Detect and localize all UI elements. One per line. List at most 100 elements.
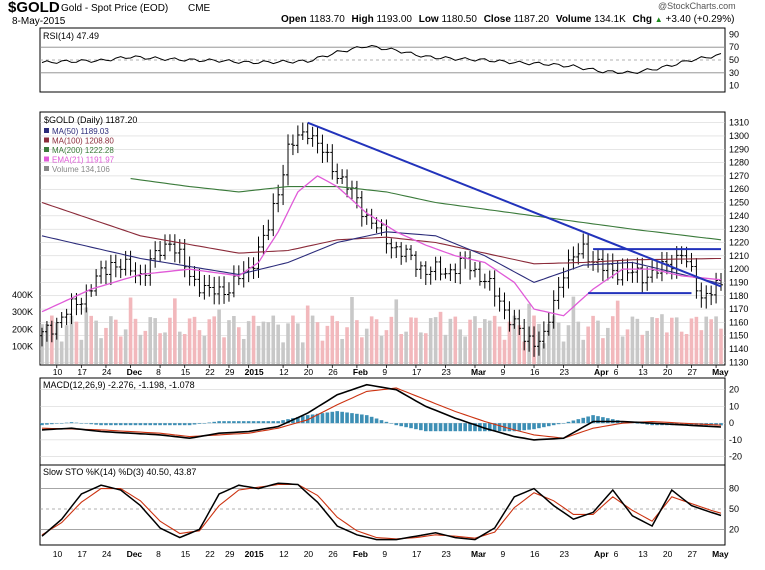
volume-bar xyxy=(261,321,266,364)
ma200-line xyxy=(130,178,722,241)
macd-histogram-bar xyxy=(246,421,251,424)
volume-bar xyxy=(507,321,512,364)
date-axis-label-top: Mar xyxy=(471,367,487,377)
volume-bar xyxy=(458,329,463,364)
watermark: @StockCharts.com xyxy=(658,1,736,11)
volume-bar xyxy=(256,325,261,364)
macd-histogram-bar xyxy=(296,417,300,424)
volume-bar xyxy=(138,334,143,364)
macd-histogram-bar xyxy=(173,423,177,426)
date-axis-label-top: 9 xyxy=(501,367,506,377)
macd-histogram-bar xyxy=(237,421,241,424)
legend-swatch xyxy=(44,166,49,171)
macd-histogram-bar xyxy=(650,423,654,426)
volume-bar xyxy=(709,319,713,364)
rsi-tick-label: 50 xyxy=(729,55,739,65)
volume-bar xyxy=(350,296,354,364)
macd-histogram-bar xyxy=(369,416,374,424)
volume-bar xyxy=(404,331,408,364)
close-value: 1187.20 xyxy=(513,14,550,25)
macd-histogram-bar xyxy=(517,423,522,431)
date-axis-label-bottom: 13 xyxy=(638,549,648,559)
price-tick-label: 1240 xyxy=(729,211,749,221)
ma50-line xyxy=(41,231,722,285)
macd-histogram-bar xyxy=(355,413,359,424)
volume-bar xyxy=(192,316,197,364)
date-axis-label-top: 26 xyxy=(328,367,338,377)
price-tick-label: 1250 xyxy=(729,198,749,208)
volume-bar xyxy=(355,320,359,364)
legend-swatch xyxy=(44,156,49,162)
legend-label: MA(50) 1189.03 xyxy=(52,127,109,136)
macd-histogram-bar xyxy=(684,423,689,426)
price-tick-label: 1230 xyxy=(729,224,749,234)
legend-swatch xyxy=(44,137,49,143)
date-axis-label-bottom: 17 xyxy=(412,549,422,559)
volume-bar xyxy=(660,314,664,364)
chart-exchange: CME xyxy=(188,3,211,14)
macd-histogram-bar xyxy=(340,411,344,424)
macd-histogram-bar xyxy=(448,423,453,432)
date-axis-label-top: 23 xyxy=(560,367,570,377)
price-tick-label: 1290 xyxy=(729,144,749,154)
volume-bar xyxy=(330,315,335,364)
volume-label: Volume xyxy=(555,14,592,25)
macd-histogram-bar xyxy=(576,419,581,424)
date-axis-label-bottom: 16 xyxy=(530,549,540,559)
sto-panel-frame xyxy=(39,464,726,546)
volume-bar xyxy=(281,342,285,364)
volume-bar xyxy=(79,339,84,364)
macd-histogram-bar xyxy=(222,421,226,424)
date-axis-label-bottom: 20 xyxy=(663,549,673,559)
close-label: Close xyxy=(483,14,511,25)
price-tick-label: 1130 xyxy=(729,357,748,367)
volume-bar xyxy=(379,335,384,364)
high-value: 1193.00 xyxy=(376,14,412,25)
price-title: $GOLD (Daily) 1187.20 xyxy=(44,115,137,125)
macd-line xyxy=(41,383,722,441)
volume-bar xyxy=(453,316,458,364)
macd-histogram-bar xyxy=(433,423,438,432)
volume-value: 134.1K xyxy=(594,14,626,25)
volume-bar xyxy=(123,329,128,364)
volume-bar xyxy=(128,297,133,364)
macd-histogram-bar xyxy=(123,423,128,426)
volume-bar xyxy=(315,322,320,364)
volume-bar xyxy=(694,316,699,364)
macd-histogram-bar xyxy=(118,423,123,426)
macd-histogram-bar xyxy=(241,421,246,424)
volume-bar xyxy=(394,299,399,364)
rsi-tick-label: 90 xyxy=(729,29,739,39)
date-axis-label-bottom: 2015 xyxy=(245,549,264,559)
macd-histogram-bar xyxy=(64,422,69,424)
macd-histogram-bar xyxy=(325,412,330,424)
macd-histogram-bar xyxy=(256,421,261,424)
macd-histogram-bar xyxy=(497,423,502,432)
volume-bar xyxy=(296,323,300,364)
macd-histogram-bar xyxy=(158,423,162,426)
macd-histogram-bar xyxy=(512,423,517,432)
macd-histogram-bar xyxy=(596,416,600,424)
date-axis-label-bottom: 22 xyxy=(205,549,215,559)
up-arrow-icon: ▲ xyxy=(654,15,663,24)
volume-bar xyxy=(227,320,231,364)
volume-bar xyxy=(64,325,69,364)
volume-bar xyxy=(158,333,162,364)
volume-bar xyxy=(335,321,340,364)
date-axis-label-bottom: 6 xyxy=(614,549,619,559)
date-axis-label-bottom: 26 xyxy=(328,549,338,559)
macd-histogram-bar xyxy=(714,423,718,426)
macd-histogram-bar xyxy=(360,414,364,424)
date-axis-label-bottom: Feb xyxy=(353,549,368,559)
macd-histogram-bar xyxy=(463,423,467,432)
volume-bar xyxy=(512,315,517,364)
macd-histogram-bar xyxy=(84,423,89,424)
date-axis-label-top: 29 xyxy=(225,367,235,377)
macd-histogram-bar xyxy=(99,423,103,426)
volume-bar xyxy=(118,336,123,364)
macd-tick-label: -10 xyxy=(729,435,742,445)
volume-bar xyxy=(276,324,280,364)
date-axis-label-bottom: 27 xyxy=(687,549,697,559)
sto-tick-label: 20 xyxy=(729,524,739,534)
